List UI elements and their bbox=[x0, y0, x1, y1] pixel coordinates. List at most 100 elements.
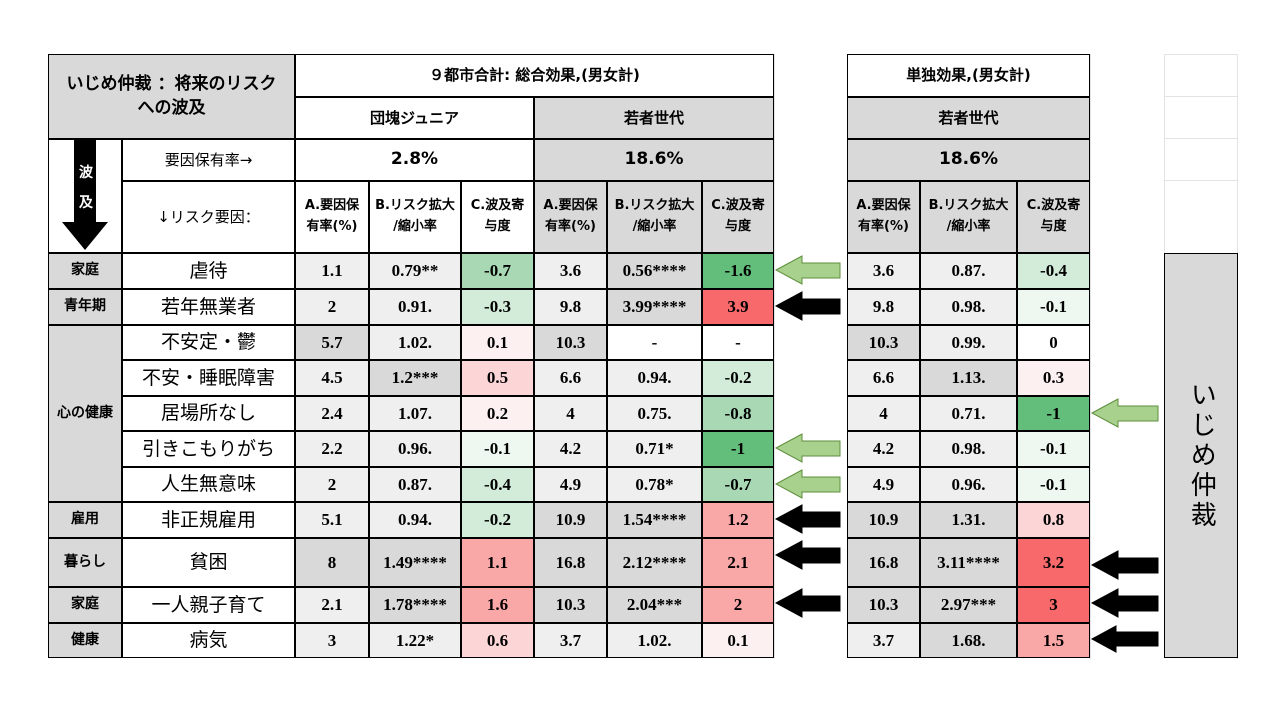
table-cell-d-b: 0.91. bbox=[369, 289, 461, 325]
table-cell-d-b: 0.94. bbox=[369, 502, 461, 538]
prevalence-wakamono-right: 18.6% bbox=[847, 139, 1090, 181]
row-factor-label: 若年無業者 bbox=[122, 289, 295, 325]
black-left-arrow-icon bbox=[775, 588, 841, 618]
table-cell-r-a: 10.3 bbox=[847, 325, 920, 360]
table-cell-w-b: 0.75. bbox=[607, 396, 702, 431]
col-header-dankai-b: B.リスク拡大/縮小率 bbox=[369, 181, 461, 253]
table-cell-d-a: 4.5 bbox=[295, 360, 369, 396]
table-cell-w-c: -0.7 bbox=[702, 467, 774, 502]
table-cell-d-a: 5.7 bbox=[295, 325, 369, 360]
table-cell-w-b: - bbox=[607, 325, 702, 360]
table-cell-d-a: 1.1 bbox=[295, 253, 369, 289]
table-cell-w-a: 9.8 bbox=[534, 289, 607, 325]
col-header-right-b: B.リスク拡大/縮小率 bbox=[920, 181, 1017, 253]
table-cell-r-b: 2.97*** bbox=[920, 587, 1017, 623]
black-left-arrow-icon bbox=[1091, 625, 1159, 653]
col-header-wakamono-a: A.要因保 有率(%) bbox=[534, 181, 607, 253]
green-left-arrow-icon bbox=[1091, 398, 1159, 428]
table-title-line2: への波及 bbox=[137, 97, 206, 118]
table-cell-r-a: 16.8 bbox=[847, 538, 920, 587]
col-header-line2: 有率(%) bbox=[858, 219, 909, 234]
table-cell-d-c: 0.6 bbox=[461, 623, 534, 658]
table-cell-r-b: 3.11**** bbox=[920, 538, 1017, 587]
table-cell-r-c: -1 bbox=[1017, 396, 1090, 431]
table-cell-w-b: 2.04*** bbox=[607, 587, 702, 623]
col-header-wakamono-b: B.リスク拡大/縮小率 bbox=[607, 181, 702, 253]
table-title-line1: いじめ仲裁 ：将来のリスク bbox=[66, 73, 277, 94]
table-cell-r-c: 0.3 bbox=[1017, 360, 1090, 396]
side-label: いじめ仲裁 bbox=[1164, 253, 1238, 658]
table-cell-d-b: 1.78**** bbox=[369, 587, 461, 623]
table-cell-d-c: -0.7 bbox=[461, 253, 534, 289]
table-cell-d-b: 1.2*** bbox=[369, 360, 461, 396]
table-cell-d-a: 5.1 bbox=[295, 502, 369, 538]
col-header-line1: C.波及寄 bbox=[711, 198, 765, 214]
col-header-line2: 与度 bbox=[484, 219, 511, 234]
table-cell-r-c: 0.8 bbox=[1017, 502, 1090, 538]
table-cell-w-b: 0.71* bbox=[607, 431, 702, 467]
prevalence-label: 要因保有率→ bbox=[122, 139, 295, 181]
table-cell-d-c: -0.3 bbox=[461, 289, 534, 325]
black-left-arrow-icon bbox=[1091, 588, 1159, 618]
table-cell-w-c: -0.2 bbox=[702, 360, 774, 396]
down-arrow-icon bbox=[62, 140, 108, 250]
table-cell-w-b: 3.99**** bbox=[607, 289, 702, 325]
table-cell-w-c: 2 bbox=[702, 587, 774, 623]
table-cell-w-b: 1.54**** bbox=[607, 502, 702, 538]
col-header-line2: 有率(%) bbox=[545, 219, 596, 234]
table-cell-d-b: 0.87. bbox=[369, 467, 461, 502]
table-cell-r-b: 1.31. bbox=[920, 502, 1017, 538]
table-cell-r-c: 3.2 bbox=[1017, 538, 1090, 587]
category-kenko: 健康 bbox=[48, 623, 122, 658]
category-katei2: 家庭 bbox=[48, 587, 122, 623]
table-cell-w-c: -0.8 bbox=[702, 396, 774, 431]
table-cell-w-a: 10.3 bbox=[534, 325, 607, 360]
row-factor-label: 虐待 bbox=[122, 253, 295, 289]
table-cell-r-a: 10.3 bbox=[847, 587, 920, 623]
table-cell-d-a: 3 bbox=[295, 623, 369, 658]
table-cell-r-a: 6.6 bbox=[847, 360, 920, 396]
col-header-line1: C.波及寄 bbox=[1026, 198, 1081, 214]
black-left-arrow-icon bbox=[1091, 550, 1159, 580]
table-cell-r-c: 3 bbox=[1017, 587, 1090, 623]
side-label-text: いじめ仲裁 bbox=[1186, 380, 1217, 531]
cohort-dankai: 団塊ジュニア bbox=[295, 97, 534, 139]
col-header-line1: B.リスク拡大 bbox=[375, 198, 455, 214]
col-header-line2: 有率(%) bbox=[306, 219, 358, 234]
row-factor-label: 引きこもりがち bbox=[122, 431, 295, 467]
table-cell-w-a: 10.3 bbox=[534, 587, 607, 623]
table-cell-r-b: 1.68. bbox=[920, 623, 1017, 658]
table-cell-r-a: 3.7 bbox=[847, 623, 920, 658]
category-kurashi: 暮らし bbox=[48, 538, 122, 587]
prevalence-wakamono: 18.6% bbox=[534, 139, 774, 181]
table-cell-w-c: 2.1 bbox=[702, 538, 774, 587]
row-factor-label: 貧困 bbox=[122, 538, 295, 587]
table-cell-w-a: 3.6 bbox=[534, 253, 607, 289]
row-factor-label: 居場所なし bbox=[122, 396, 295, 431]
row-factor-label: 非正規雇用 bbox=[122, 502, 295, 538]
table-cell-w-b: 0.56**** bbox=[607, 253, 702, 289]
table-cell-d-c: 1.1 bbox=[461, 538, 534, 587]
col-header-wakamono-c: C.波及寄与度 bbox=[702, 181, 774, 253]
row-factor-label: 一人親子育て bbox=[122, 587, 295, 623]
hazard-cell: 波 及 bbox=[48, 139, 122, 253]
black-left-arrow-icon bbox=[775, 291, 841, 321]
table-cell-r-a: 4.9 bbox=[847, 467, 920, 502]
table-cell-d-b: 0.96. bbox=[369, 431, 461, 467]
table-cell-r-b: 0.98. bbox=[920, 431, 1017, 467]
table-cell-r-c: 0 bbox=[1017, 325, 1090, 360]
col-header-line2: 与度 bbox=[724, 219, 751, 234]
table-cell-r-a: 4 bbox=[847, 396, 920, 431]
table-cell-r-c: -0.1 bbox=[1017, 431, 1090, 467]
table-cell-d-c: 1.6 bbox=[461, 587, 534, 623]
col-header-line1: A.要因保 bbox=[304, 198, 360, 214]
cohort-wakamono-right: 若者世代 bbox=[847, 97, 1090, 139]
table-cell-d-c: -0.2 bbox=[461, 502, 534, 538]
green-left-arrow-icon bbox=[775, 255, 841, 285]
table-cell-r-a: 9.8 bbox=[847, 289, 920, 325]
table-cell-d-c: -0.1 bbox=[461, 431, 534, 467]
cohort-wakamono: 若者世代 bbox=[534, 97, 774, 139]
table-cell-r-c: 1.5 bbox=[1017, 623, 1090, 658]
col-header-line1: B.リスク拡大 bbox=[928, 198, 1009, 214]
